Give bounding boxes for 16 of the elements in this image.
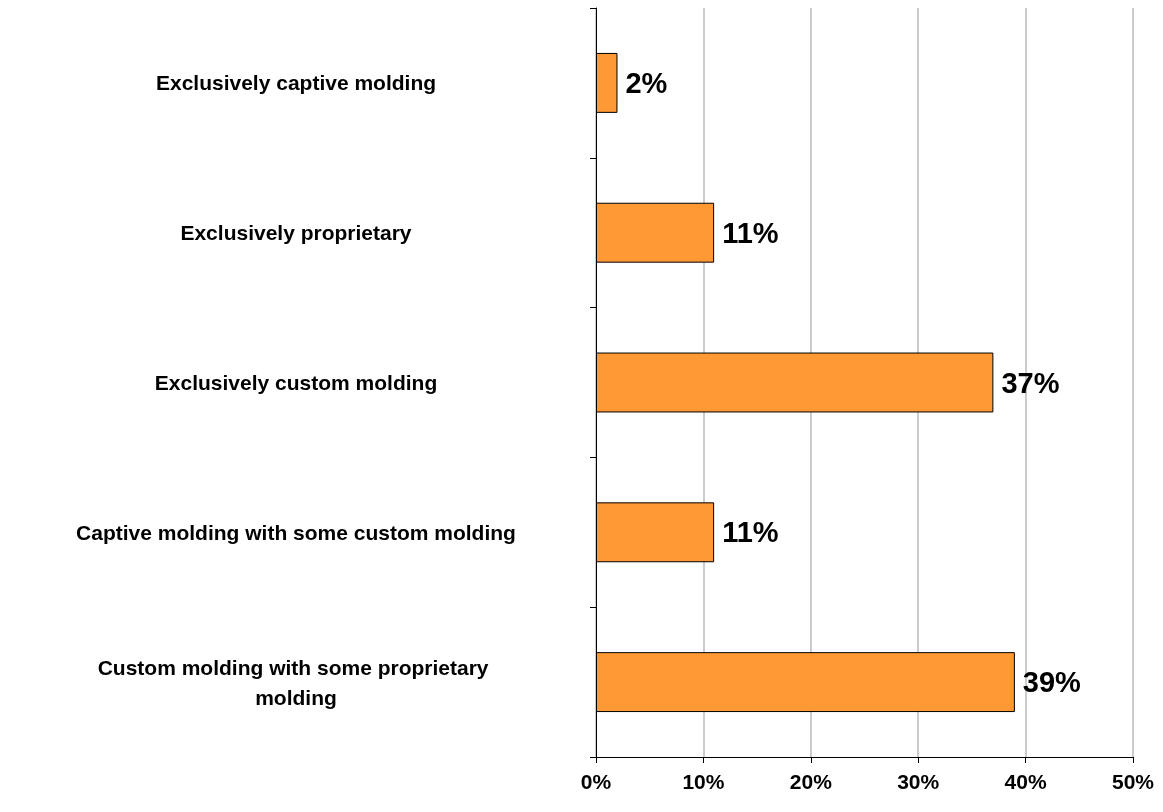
data-label: 11%	[722, 216, 779, 249]
y-tick-label: Exclusively custom molding	[154, 371, 438, 394]
y-tick-label: Exclusively proprietary	[180, 221, 412, 245]
x-tick-label: 20%	[789, 770, 833, 793]
x-tick-label: 50%	[1111, 770, 1155, 793]
x-tick-label: 0%	[580, 770, 612, 793]
y-tick-label: Exclusively captive molding	[155, 71, 437, 95]
y-tick-label: Custom molding with some proprietary molding	[97, 655, 495, 709]
x-tick-label: 40%	[1004, 770, 1047, 793]
data-label: 39%	[1022, 666, 1082, 699]
x-tick-label: 10%	[682, 770, 725, 793]
x-tick-label: 30%	[897, 770, 940, 793]
y-tick-label: Captive molding with some custom molding	[76, 520, 516, 544]
data-label: 2%	[625, 66, 668, 99]
data-label: 11%	[722, 516, 779, 549]
data-label: 37%	[1001, 366, 1060, 399]
